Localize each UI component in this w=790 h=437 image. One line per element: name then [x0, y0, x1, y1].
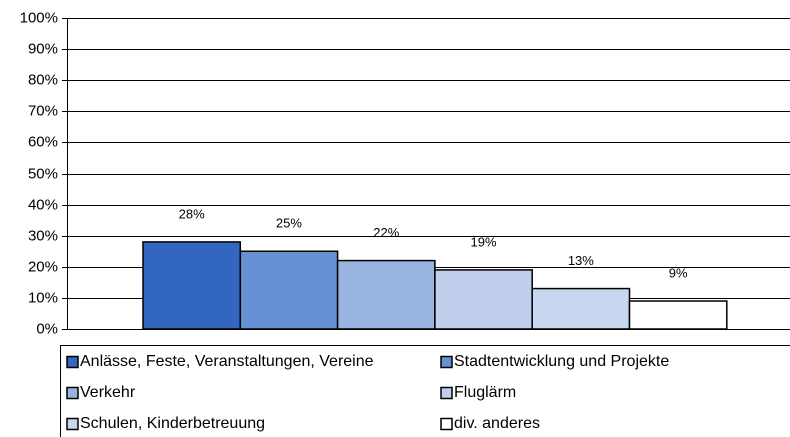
y-tick-label: 10%: [28, 289, 58, 306]
bar: [434, 269, 533, 330]
data-label: 9%: [669, 265, 688, 280]
legend-label: Fluglärm: [454, 384, 516, 401]
y-tick-label: 40%: [28, 196, 58, 213]
y-tick-label: 60%: [28, 133, 58, 150]
y-tick-label: 90%: [28, 40, 58, 57]
legend-label: Anlässe, Feste, Veranstaltungen, Vereine: [80, 353, 374, 370]
y-tick-label: 50%: [28, 165, 58, 182]
data-label: 19%: [471, 234, 497, 249]
legend-swatch: [66, 417, 79, 431]
legend-label: Verkehr: [80, 384, 136, 401]
data-label: 22%: [373, 225, 399, 240]
legend-swatch: [66, 386, 79, 400]
y-tick-label: 30%: [28, 227, 58, 244]
legend-label: Stadtentwicklung und Projekte: [454, 353, 669, 370]
data-label: 28%: [179, 206, 205, 221]
y-tick-label: 70%: [28, 102, 58, 119]
y-tick-label: 80%: [28, 71, 58, 88]
legend-label: div. anderes: [454, 415, 540, 432]
bar: [531, 287, 631, 330]
legend-label: Schulen, Kinderbetreuung: [80, 415, 265, 432]
bar: [142, 241, 242, 330]
legend-swatch: [440, 417, 453, 431]
bar: [336, 259, 436, 330]
bar: [239, 250, 339, 330]
y-tick-label: 20%: [28, 258, 58, 275]
legend-swatch: [66, 355, 79, 369]
legend-swatch: [440, 355, 453, 369]
data-label: 25%: [276, 216, 302, 231]
legend-swatch: [440, 386, 453, 400]
y-tick-label: 100%: [20, 9, 58, 26]
data-label: 13%: [568, 253, 594, 268]
y-tick-label: 0%: [36, 320, 58, 337]
bar: [628, 300, 728, 330]
